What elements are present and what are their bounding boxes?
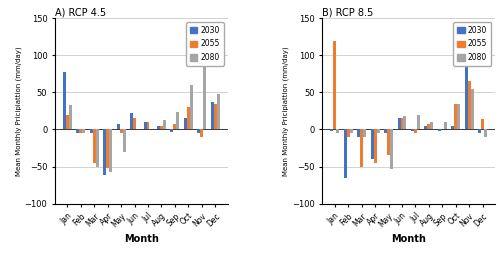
Bar xyxy=(400,118,404,129)
Legend: 2030, 2055, 2080: 2030, 2055, 2080 xyxy=(186,22,224,66)
Bar xyxy=(184,118,187,129)
Bar xyxy=(160,126,163,129)
Bar xyxy=(357,129,360,137)
Bar xyxy=(411,129,414,131)
X-axis label: Month: Month xyxy=(124,234,158,244)
Bar xyxy=(452,126,454,129)
Text: A) RCP 4.5: A) RCP 4.5 xyxy=(55,8,106,17)
Bar xyxy=(76,129,80,133)
Bar xyxy=(478,129,481,133)
Bar xyxy=(414,129,417,133)
Bar xyxy=(211,102,214,129)
Bar xyxy=(428,123,430,129)
Bar xyxy=(63,72,66,129)
Bar xyxy=(350,129,352,133)
Bar xyxy=(200,129,203,137)
Bar xyxy=(204,22,206,129)
Bar xyxy=(334,40,336,129)
Bar xyxy=(80,129,82,133)
Bar xyxy=(370,129,374,159)
Y-axis label: Mean Monthly Pricipiattion (mm/day): Mean Monthly Pricipiattion (mm/day) xyxy=(16,46,22,176)
Legend: 2030, 2055, 2080: 2030, 2055, 2080 xyxy=(454,22,491,66)
Bar xyxy=(82,129,85,133)
Bar xyxy=(438,129,441,131)
Bar xyxy=(398,118,400,129)
Bar xyxy=(387,129,390,155)
Bar xyxy=(90,129,92,133)
Bar xyxy=(66,115,69,129)
Bar xyxy=(444,122,447,129)
Bar xyxy=(96,129,98,167)
Bar xyxy=(187,107,190,129)
Bar xyxy=(360,129,363,167)
Bar xyxy=(174,124,176,129)
Bar xyxy=(374,129,376,163)
Bar xyxy=(404,116,406,129)
Bar xyxy=(176,112,180,129)
Bar xyxy=(390,129,393,169)
Bar xyxy=(417,115,420,129)
Bar xyxy=(157,126,160,129)
Bar xyxy=(363,129,366,137)
Bar xyxy=(376,129,380,133)
Bar xyxy=(120,129,122,133)
Bar xyxy=(216,94,220,129)
Bar xyxy=(130,113,133,129)
Bar xyxy=(470,89,474,129)
Bar xyxy=(146,122,150,129)
Bar xyxy=(465,61,468,129)
Bar xyxy=(458,104,460,129)
Bar xyxy=(109,129,112,173)
Bar xyxy=(481,119,484,129)
Y-axis label: Mean Monthly Pricipiattion (mm/day): Mean Monthly Pricipiattion (mm/day) xyxy=(283,46,290,176)
Bar xyxy=(103,129,106,175)
Bar xyxy=(484,129,487,137)
Bar xyxy=(468,81,470,129)
Bar xyxy=(106,129,109,168)
Bar xyxy=(336,129,339,133)
Text: B) RCP 8.5: B) RCP 8.5 xyxy=(322,8,374,17)
Bar xyxy=(163,120,166,129)
Bar xyxy=(122,129,126,152)
Bar xyxy=(198,129,200,133)
Bar xyxy=(116,123,119,129)
Bar xyxy=(190,85,193,129)
X-axis label: Month: Month xyxy=(392,234,426,244)
Bar xyxy=(344,129,346,178)
Bar xyxy=(69,105,71,129)
Bar xyxy=(170,129,173,132)
Bar xyxy=(346,129,350,137)
Bar xyxy=(133,118,136,129)
Bar xyxy=(330,129,334,131)
Bar xyxy=(92,129,96,163)
Bar xyxy=(430,122,434,129)
Bar xyxy=(424,126,428,129)
Bar xyxy=(214,104,216,129)
Bar xyxy=(454,104,458,129)
Bar xyxy=(144,122,146,129)
Bar xyxy=(384,129,387,133)
